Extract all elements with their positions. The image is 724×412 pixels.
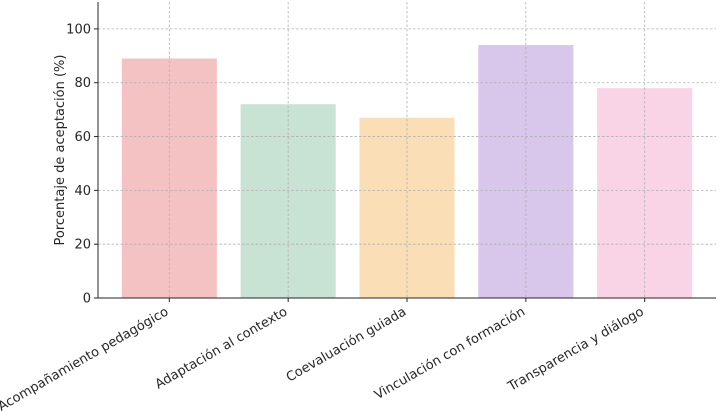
y-tick-label: 100 — [66, 22, 91, 37]
y-tick-label: 40 — [74, 184, 91, 199]
y-tick-label: 0 — [83, 292, 91, 307]
x-tick-label: Coevaluación guiada — [284, 304, 409, 385]
y-tick-label: 80 — [74, 76, 91, 91]
x-tick-label: Adaptación al contexto — [153, 304, 290, 392]
y-tick-label: 20 — [74, 238, 91, 253]
y-ticks: 0 20 40 60 80 100 — [66, 22, 98, 307]
bar — [359, 117, 455, 298]
y-tick-label: 60 — [74, 130, 91, 145]
x-tick-label: Acompañamiento pedagógico — [0, 304, 171, 412]
y-axis-label: Porcentaje de aceptación (%) — [53, 55, 68, 246]
